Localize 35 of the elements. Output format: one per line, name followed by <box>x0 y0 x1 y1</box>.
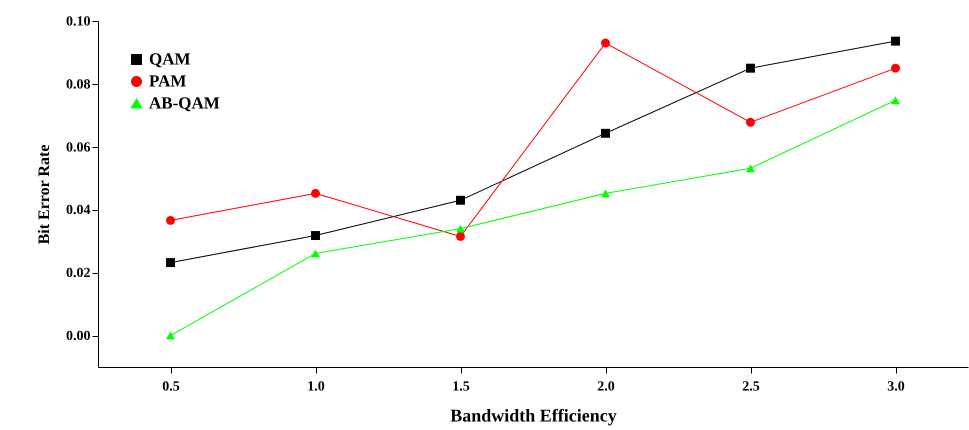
y-tick-label: 0.06 <box>66 140 90 156</box>
point <box>891 64 900 73</box>
point <box>311 250 320 258</box>
y-tick-label: 0.04 <box>66 203 90 218</box>
x-axis-title: Bandwidth Efficiency <box>450 406 617 426</box>
point <box>746 64 755 73</box>
x-tick-label: 2.5 <box>742 380 760 394</box>
x-tick-label: 1.5 <box>452 380 470 394</box>
point <box>746 118 755 127</box>
point <box>601 38 610 48</box>
point <box>891 36 900 46</box>
point <box>891 96 900 104</box>
point <box>311 231 320 240</box>
x-tick-label: 0.5 <box>162 380 180 394</box>
x-tick-label: 3.0 <box>887 380 905 394</box>
point <box>166 332 175 340</box>
point <box>166 258 175 268</box>
legend-label: QAM <box>149 50 191 68</box>
y-tick-label: 0.10 <box>66 14 90 30</box>
point <box>456 224 465 232</box>
legend-label: AB-QAM <box>149 94 220 112</box>
y-tick-label: 0.02 <box>66 266 90 282</box>
y-tick-label: 0.00 <box>66 329 90 344</box>
point <box>601 128 610 138</box>
x-tick-label: 1.0 <box>307 380 325 394</box>
legend-label: PAM <box>149 72 186 90</box>
point <box>456 196 465 205</box>
point <box>601 190 610 198</box>
x-tick-label: 2.0 <box>597 380 615 394</box>
y-tick-label: 0.08 <box>66 77 90 92</box>
point <box>166 216 175 225</box>
point <box>456 232 465 241</box>
y-axis-title: Bit Error Rate <box>36 144 53 244</box>
point <box>746 164 755 172</box>
point <box>311 188 320 198</box>
